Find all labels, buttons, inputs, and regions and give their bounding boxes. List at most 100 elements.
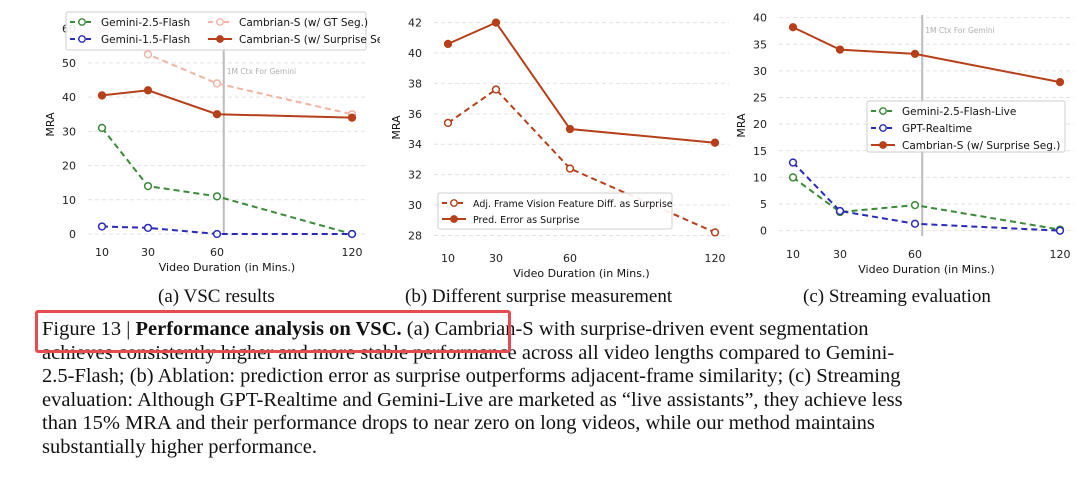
legend-swatch-marker — [879, 107, 887, 115]
data-point — [710, 138, 720, 147]
legend-label: GPT-Realtime — [902, 123, 972, 135]
highlight-box — [35, 310, 511, 353]
legend-swatch-marker — [216, 35, 224, 43]
legend-box — [65, 11, 367, 51]
data-point — [347, 229, 357, 239]
data-point — [910, 219, 920, 228]
data-point — [97, 123, 107, 133]
data-point — [1055, 226, 1065, 235]
y-tick-label: 10 — [62, 194, 76, 207]
x-tick-label: 120 — [342, 246, 363, 259]
x-tick-label: 30 — [489, 252, 503, 265]
x-tick-label: 30 — [833, 248, 847, 261]
y-tick-label: 40 — [408, 47, 422, 60]
y-tick-label: 30 — [408, 199, 422, 212]
caption-line-5: than 15% MRA and their performance drops… — [42, 412, 875, 434]
y-tick-label: 34 — [408, 138, 422, 151]
data-point — [788, 23, 798, 32]
legend-swatch-marker — [450, 199, 458, 207]
x-axis-label: Video Duration (in Mins.) — [159, 261, 295, 274]
y-tick-label: 0 — [69, 228, 76, 241]
y-tick-label: 0 — [760, 225, 767, 238]
legend-label: Adj. Frame Vision Feature Diff. as Surpr… — [473, 199, 673, 210]
y-tick-label: 40 — [753, 12, 767, 25]
y-tick-label: 36 — [408, 108, 422, 121]
y-tick-label: 50 — [62, 57, 76, 70]
legend-swatch-marker — [78, 18, 86, 26]
series-line — [792, 26, 1061, 84]
data-point — [443, 118, 453, 128]
x-tick-label: 120 — [705, 252, 726, 265]
series-line — [101, 89, 353, 119]
y-tick-label: 35 — [753, 38, 767, 51]
series-line — [792, 176, 1061, 231]
chart-surprise-measurement: 28 30 32 34 36 38 40 42 10 30 60 120 Video Duration … — [390, 17, 729, 280]
caption-prefix: Figure 13 | — [42, 318, 136, 340]
series-line — [447, 88, 716, 234]
data-point — [143, 50, 153, 59]
y-tick-label: 25 — [753, 92, 767, 105]
data-point — [491, 85, 501, 94]
x-tick-label: 10 — [95, 246, 109, 259]
data-point — [1055, 77, 1065, 87]
series-line — [101, 127, 353, 235]
data-point — [212, 229, 222, 239]
data-point — [710, 228, 720, 237]
data-point — [443, 39, 453, 49]
caption-title: Performance analysis on VSC. — [135, 318, 402, 340]
caption-line-6: substantially higher performance. — [42, 435, 317, 458]
series-line — [101, 225, 352, 235]
y-tick-label: 10 — [753, 171, 767, 184]
y-tick-label: 32 — [408, 169, 422, 182]
data-point — [910, 200, 920, 210]
caption-line-3: 2.5-Flash; (b) Ablation: prediction erro… — [42, 365, 901, 387]
legend-box — [437, 192, 673, 230]
data-point — [143, 181, 153, 191]
x-tick-label: 60 — [210, 246, 224, 259]
x-tick-label: 120 — [1050, 248, 1071, 261]
series-line — [792, 161, 1061, 232]
legend-swatch-marker — [879, 124, 887, 132]
x-tick-label: 10 — [786, 248, 800, 261]
data-point — [212, 110, 222, 119]
data-point — [835, 45, 845, 54]
y-axis-label: MRA — [735, 113, 748, 138]
subcaption-b: (b) Different surprise measurement — [405, 286, 673, 307]
data-point — [143, 223, 153, 232]
y-tick-label: 30 — [62, 125, 76, 138]
caption-line-4: evaluation: Although GPT-Realtime and Ge… — [42, 388, 903, 411]
y-tick-label: 38 — [408, 77, 422, 90]
y-axis-label: MRA — [44, 112, 57, 137]
legend-swatch-marker — [216, 18, 224, 26]
data-point — [143, 86, 153, 95]
x-tick-label: 30 — [141, 246, 155, 259]
y-tick-label: 28 — [408, 229, 422, 242]
caption-text-1: (a) Cambrian-S with surprise-driven even… — [401, 318, 869, 340]
legend-label: Cambrian-S (w/ GT Seg.) — [239, 17, 368, 29]
caption-line-1: Figure 13 | Performance analysis on VSC.… — [42, 318, 1080, 342]
legend-swatch-marker — [78, 35, 86, 43]
data-point — [97, 222, 107, 231]
legend-label: Pred. Error as Surprise — [473, 215, 580, 226]
series-line — [447, 21, 716, 144]
y-tick-label: 5 — [760, 198, 767, 211]
data-point — [212, 79, 222, 88]
y-tick-label: 15 — [753, 145, 767, 158]
data-point — [788, 173, 798, 182]
x-axis-label: Video Duration (in Mins.) — [513, 267, 649, 280]
data-point — [788, 158, 798, 167]
data-point — [212, 192, 222, 201]
legend-label: Gemini-2.5-Flash — [101, 17, 190, 29]
subcaption-a: (a) VSC results — [158, 286, 275, 307]
y-tick-label: 40 — [62, 91, 76, 104]
series-line — [101, 24, 353, 116]
legend-label: Gemini-2.5-Flash-Live — [902, 106, 1016, 118]
data-point — [347, 113, 357, 122]
legend-label: Cambrian-S (w/ Surprise Seg.) — [902, 140, 1060, 152]
context-limit-label: 1M Ctx For Gemini — [925, 26, 994, 35]
legend-label: Gemini-1.5-Flash — [101, 34, 190, 46]
chart-streaming-evaluation: 0 5 10 15 20 25 30 35 40 10 30 60 120 Video Duration … — [735, 12, 1074, 276]
x-tick-label: 10 — [441, 252, 455, 265]
data-point — [565, 164, 575, 173]
y-axis-label: MRA — [390, 115, 403, 140]
